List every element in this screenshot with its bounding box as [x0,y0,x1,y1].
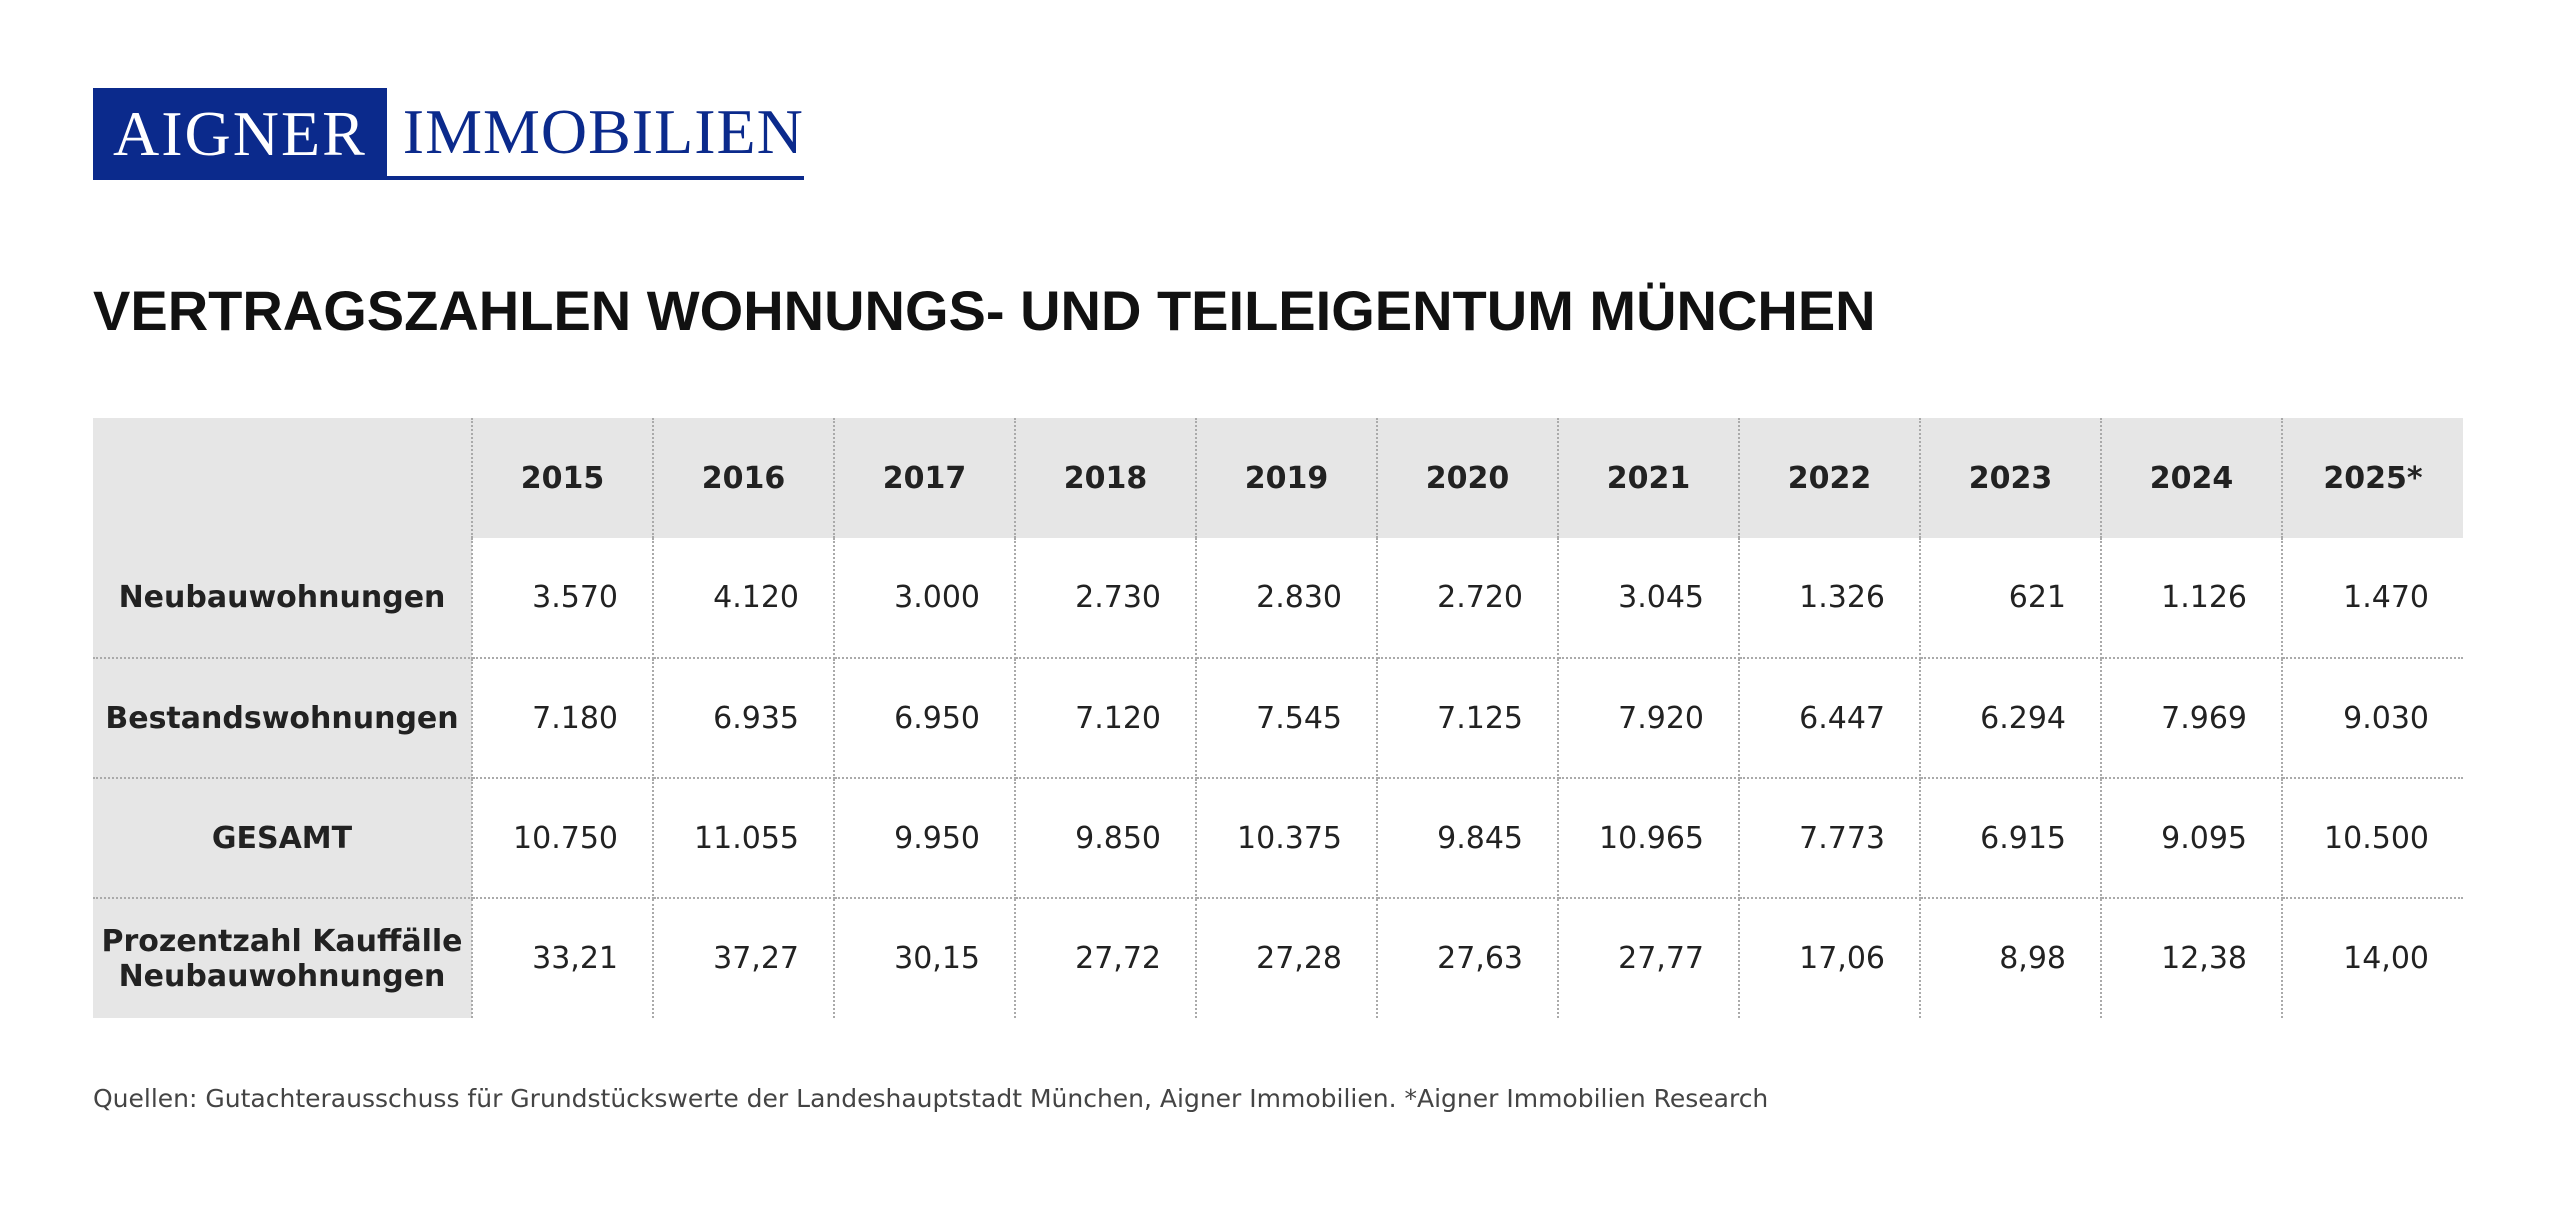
title: VERTRAGSZAHLEN WOHNUNGS- UND TEILEIGENTU… [93,279,1876,342]
table-cell: 37,27 [652,897,835,1018]
table-cell: 7.545 [1195,657,1378,779]
logo-left: AIGNER [93,88,387,180]
table-cell: 9.850 [1014,777,1197,899]
table-cell: 6.447 [1738,657,1921,779]
table-cell: 1.326 [1738,538,1921,659]
table-row: Bestandswohnungen 7.180 6.935 6.950 7.120 7.5… [93,657,2463,779]
table-cell: 27,77 [1557,897,1740,1018]
logo-right: IMMOBILIEN [386,88,804,180]
table-cell: 14,00 [2281,897,2463,1018]
table-cell: 10.965 [1557,777,1740,899]
row-label: Bestandswohnungen [93,657,473,779]
table-cell: 12,38 [2100,897,2283,1018]
table-cell: 9.950 [833,777,1016,899]
table-cell: 621 [1919,538,2102,659]
logo: AIGNER IMMOBILIEN [93,88,804,180]
table-row: Neubauwohnungen 3.570 4.120 3.000 2.730 2.830… [93,538,2463,659]
table-cell: 9.095 [2100,777,2283,899]
table-cell: 3.570 [471,538,654,659]
table-cell: 3.000 [833,538,1016,659]
table-cell: 10.375 [1195,777,1378,899]
table-cell: 2.720 [1376,538,1559,659]
table-cell: 11.055 [652,777,835,899]
table-cell: 30,15 [833,897,1016,1018]
corner-cell [93,418,473,538]
header-row: 2015 2016 2017 2018 2019 2020 2021 2022 2023 2024… [93,418,2463,538]
table-cell: 8,98 [1919,897,2102,1018]
table-row: Prozentzahl Kauffälle Neubauwohnungen 33,… [93,897,2463,1018]
table-body: Neubauwohnungen 3.570 4.120 3.000 2.730 2.830… [93,538,2463,1018]
header-cell: 2024 [2100,418,2283,538]
table-cell: 7.969 [2100,657,2283,779]
header-cell: 2017 [833,418,1016,538]
header-cell: 2019 [1195,418,1378,538]
table-cell: 7.180 [471,657,654,779]
table-cell: 6.935 [652,657,835,779]
table-cell: 9.845 [1376,777,1559,899]
table-cell: 27,28 [1195,897,1378,1018]
table-cell: 27,63 [1376,897,1559,1018]
table-cell: 27,72 [1014,897,1197,1018]
table-cell: 33,21 [471,897,654,1018]
table-cell: 7.120 [1014,657,1197,779]
table-cell: 7.125 [1376,657,1559,779]
header-cell: 2020 [1376,418,1559,538]
table-cell: 10.500 [2281,777,2463,899]
table-cell: 9.030 [2281,657,2463,779]
header-cell: 2021 [1557,418,1740,538]
table-cell: 17,06 [1738,897,1921,1018]
row-label: Prozentzahl Kauffälle Neubauwohnungen [93,897,473,1018]
data-table: 2015 2016 2017 2018 2019 2020 2021 2022 2023 2024… [93,418,2463,1018]
table-cell: 2.830 [1195,538,1378,659]
table-cell: 1.126 [2100,538,2283,659]
header-cell: 2025* [2281,418,2463,538]
table-cell: 6.950 [833,657,1016,779]
header-cell: 2016 [652,418,835,538]
table-cell: 10.750 [471,777,654,899]
header-cell: 2023 [1919,418,2102,538]
header-cell: 2018 [1014,418,1197,538]
table-cell: 2.730 [1014,538,1197,659]
table-cell: 1.470 [2281,538,2463,659]
table-cell: 6.294 [1919,657,2102,779]
table-cell: 7.920 [1557,657,1740,779]
table-cell: 6.915 [1919,777,2102,899]
footnote: Quellen: Gutachterausschuss für Grundstü… [93,1084,1769,1113]
table-cell: 7.773 [1738,777,1921,899]
table-row: GESAMT 10.750 11.055 9.950 9.850 10.375 9.845 1… [93,777,2463,899]
row-label: GESAMT [93,777,473,899]
header-cell: 2015 [471,418,654,538]
table-cell: 3.045 [1557,538,1740,659]
row-label: Neubauwohnungen [93,538,473,659]
header-cell: 2022 [1738,418,1921,538]
table-cell: 4.120 [652,538,835,659]
